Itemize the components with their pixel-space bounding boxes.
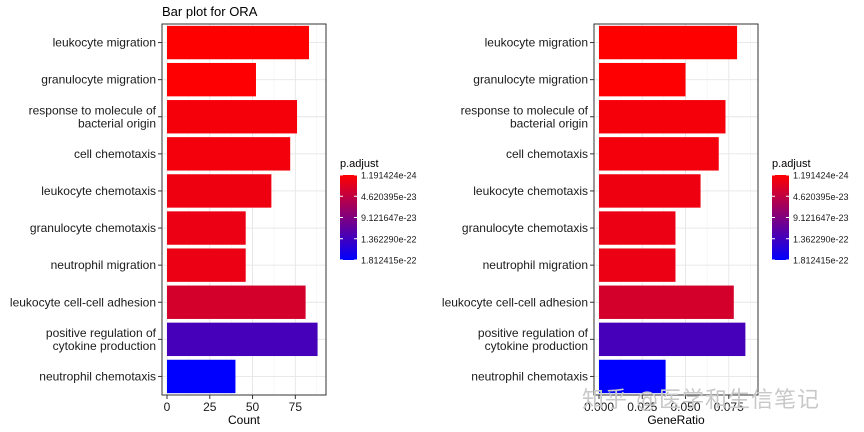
chart-title: Bar plot for ORA — [162, 4, 258, 19]
bar — [599, 100, 726, 134]
y-tick-label: leukocyte chemotaxis — [473, 184, 588, 198]
y-tick-label: cell chemotaxis — [74, 147, 156, 161]
bar — [167, 322, 318, 357]
x-axis-title: Count — [228, 413, 261, 427]
y-tick-label: leukocyte migration — [53, 36, 156, 50]
bar — [167, 25, 310, 60]
x-tick-label: 25 — [203, 400, 217, 414]
bar — [599, 285, 734, 319]
y-tick-label: leukocyte chemotaxis — [41, 184, 156, 198]
legend-label: 1.191424e-24 — [361, 171, 417, 181]
chart-panel-1: leukocyte migration granulocyte migration… — [10, 4, 417, 427]
bar — [167, 248, 246, 282]
legend-label: 1.191424e-24 — [793, 171, 849, 181]
legend-label: 1.362290e-22 — [361, 234, 417, 244]
x-tick-label: 50 — [246, 400, 260, 414]
legend-label: 4.620395e-23 — [793, 192, 849, 202]
legend-label: 1.812415e-22 — [793, 256, 849, 266]
y-tick-label: leukocyte migration — [485, 36, 588, 50]
legend-label: 4.620395e-23 — [361, 192, 417, 202]
legend-label: 1.812415e-22 — [361, 256, 417, 266]
y-tick-label: neutrophil chemotaxis — [39, 369, 156, 383]
x-tick-label: 0.050 — [671, 400, 701, 414]
legend-title: p.adjust — [772, 158, 811, 170]
watermark-text: 知乎 @医学和生信笔记 — [582, 388, 820, 413]
y-tick-label: granulocyte chemotaxis — [30, 221, 156, 235]
y-tick-label: positive regulation of cytokine productio… — [46, 326, 157, 353]
bar — [599, 174, 701, 208]
bar — [599, 322, 746, 357]
x-tick-label: 0.075 — [714, 400, 744, 414]
panel-border — [593, 23, 759, 396]
legend-label: 9.121647e-23 — [361, 213, 417, 223]
y-tick-label: granulocyte chemotaxis — [462, 221, 588, 235]
y-tick-label: response to molecule of bacterial origin — [461, 103, 589, 130]
x-tick-label: 0 — [164, 400, 171, 414]
y-tick-label: leukocyte cell-cell adhesion — [442, 295, 588, 309]
bar — [599, 62, 686, 97]
x-tick-label: 75 — [289, 400, 303, 414]
panel-border — [161, 23, 327, 396]
bar — [599, 137, 719, 171]
y-tick-label: neutrophil migration — [483, 258, 588, 272]
bar — [599, 248, 676, 282]
y-tick-label: granulocyte migration — [473, 73, 588, 87]
bar — [599, 211, 676, 245]
bar — [167, 137, 291, 171]
bar — [167, 62, 256, 97]
bar — [167, 285, 306, 319]
x-tick-label: 0.000 — [584, 400, 614, 414]
y-tick-label: neutrophil chemotaxis — [471, 369, 588, 383]
y-tick-label: leukocyte cell-cell adhesion — [10, 295, 156, 309]
y-tick-label: positive regulation of cytokine productio… — [478, 326, 589, 353]
bar — [167, 174, 272, 208]
bar — [599, 25, 738, 60]
legend-title: p.adjust — [340, 158, 379, 170]
bar — [599, 359, 666, 394]
y-tick-label: granulocyte migration — [41, 73, 156, 87]
y-tick-label: neutrophil migration — [51, 258, 156, 272]
legend-colorbar — [340, 175, 357, 260]
bar — [167, 211, 246, 245]
bar — [167, 100, 298, 134]
legend-label: 9.121647e-23 — [793, 213, 849, 223]
y-tick-label: cell chemotaxis — [506, 147, 588, 161]
x-axis-title: GeneRatio — [647, 413, 705, 427]
x-tick-label: 0.025 — [627, 400, 657, 414]
chart-panel-2: leukocyte migration granulocyte migration… — [442, 23, 849, 427]
bar — [167, 359, 236, 394]
y-tick-label: response to molecule of bacterial origin — [29, 103, 157, 130]
legend-label: 1.362290e-22 — [793, 234, 849, 244]
legend-colorbar — [772, 175, 789, 260]
